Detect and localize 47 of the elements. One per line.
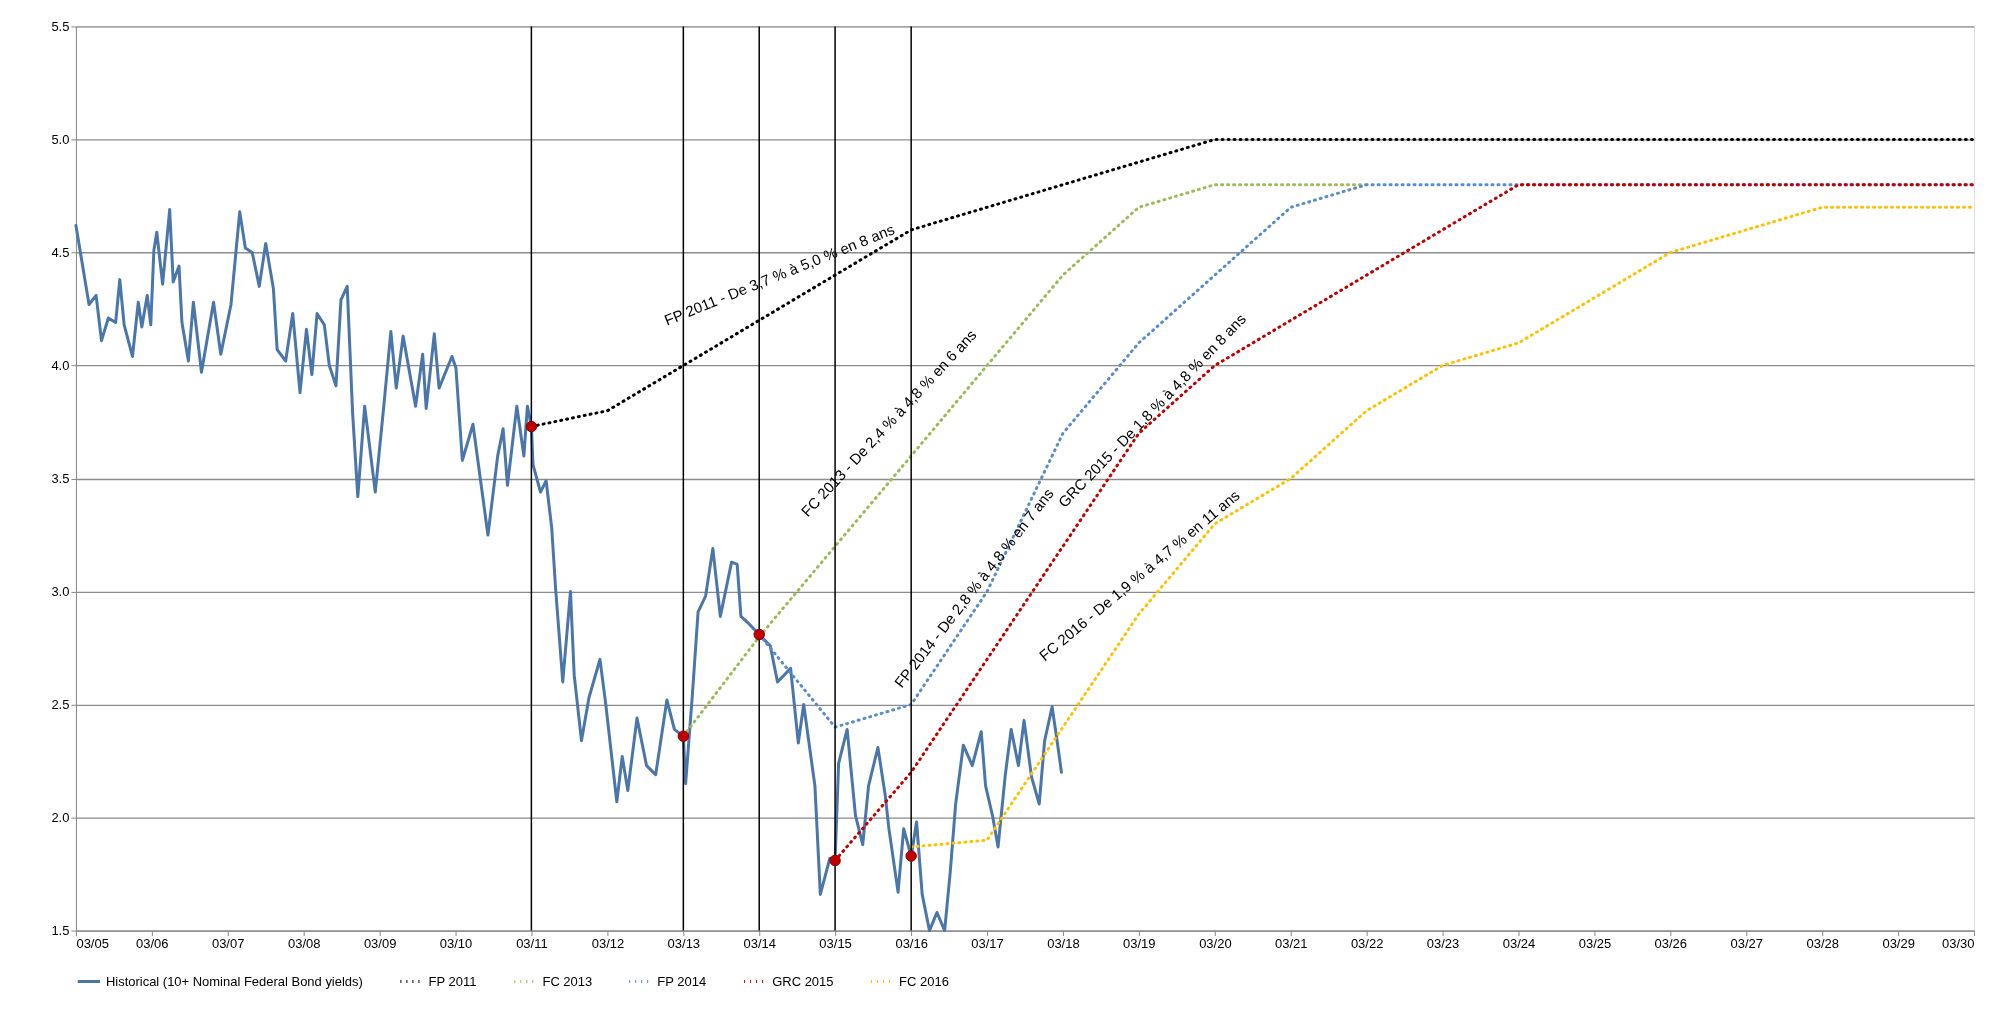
- x-tick-label: 03/28: [1806, 936, 1840, 952]
- x-tick-label: 03/06: [136, 936, 169, 952]
- legend-label: FP 2014: [657, 973, 707, 989]
- x-tick-label: 03/17: [971, 936, 1004, 952]
- x-tick-label: 03/11: [516, 936, 548, 952]
- x-tick-label: 03/23: [1426, 936, 1460, 952]
- point: [753, 628, 765, 641]
- x-tick-label: 03/14: [743, 936, 776, 952]
- legend-label: FC 2016: [899, 973, 949, 989]
- x-tick-label: 03/12: [591, 936, 625, 952]
- x-tick-label: 03/08: [288, 936, 321, 952]
- x-tick-label: 03/21: [1275, 936, 1308, 952]
- point: [525, 420, 538, 433]
- x-tick-label: 03/26: [1654, 936, 1688, 952]
- x-tick-label: 03/10: [439, 936, 473, 952]
- x-tick-label: 03/07: [211, 936, 245, 952]
- y-tick-label: 3.5: [51, 471, 70, 487]
- x-tick-label: 03/19: [1123, 936, 1156, 952]
- point: [829, 854, 841, 867]
- legend-label: Historical (10+ Nominal Federal Bond yields): [105, 973, 363, 989]
- x-tick-label: 03/30: [1942, 936, 1975, 952]
- legend-label: FC 2013: [542, 973, 593, 989]
- point: [677, 730, 690, 742]
- x-tick-label: 03/25: [1578, 936, 1612, 952]
- x-tick-label: 03/20: [1199, 936, 1232, 952]
- annotation: FP 2011 - De 3,7 % à 5,0 % en 8 ans: [661, 220, 897, 329]
- y-tick-label: 4.0: [51, 358, 70, 373]
- y-tick-label: 5.0: [51, 131, 70, 147]
- y-tick-label: 4.5: [51, 244, 70, 260]
- y-tick-label: 5.5: [51, 18, 70, 34]
- legend-label: GRC 2015: [772, 973, 834, 989]
- x-tick-label: 03/16: [895, 936, 928, 952]
- y-tick-label: 3.0: [51, 584, 70, 600]
- x-tick-label: 03/22: [1350, 936, 1384, 952]
- x-tick-label: 03/13: [667, 936, 701, 952]
- x-tick-label: 03/24: [1502, 936, 1536, 952]
- x-tick-label: 03/29: [1882, 936, 1915, 952]
- y-tick-label: 2.0: [51, 810, 70, 826]
- x-tick-label: 03/09: [363, 936, 397, 952]
- x-tick-label: 03/18: [1047, 936, 1080, 952]
- legend-label: FP 2011: [428, 973, 477, 989]
- x-tick-label: 03/05: [76, 936, 109, 952]
- y-tick-label: 2.5: [51, 697, 70, 713]
- x-tick-label: 03/27: [1730, 936, 1763, 952]
- x-tick-label: 03/15: [819, 936, 852, 952]
- point: [905, 850, 917, 862]
- y-tick-label: 1.5: [51, 923, 70, 939]
